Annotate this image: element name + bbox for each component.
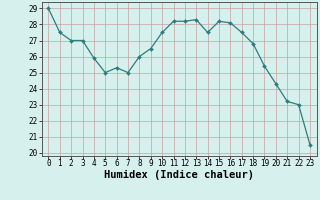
X-axis label: Humidex (Indice chaleur): Humidex (Indice chaleur) [104, 170, 254, 180]
